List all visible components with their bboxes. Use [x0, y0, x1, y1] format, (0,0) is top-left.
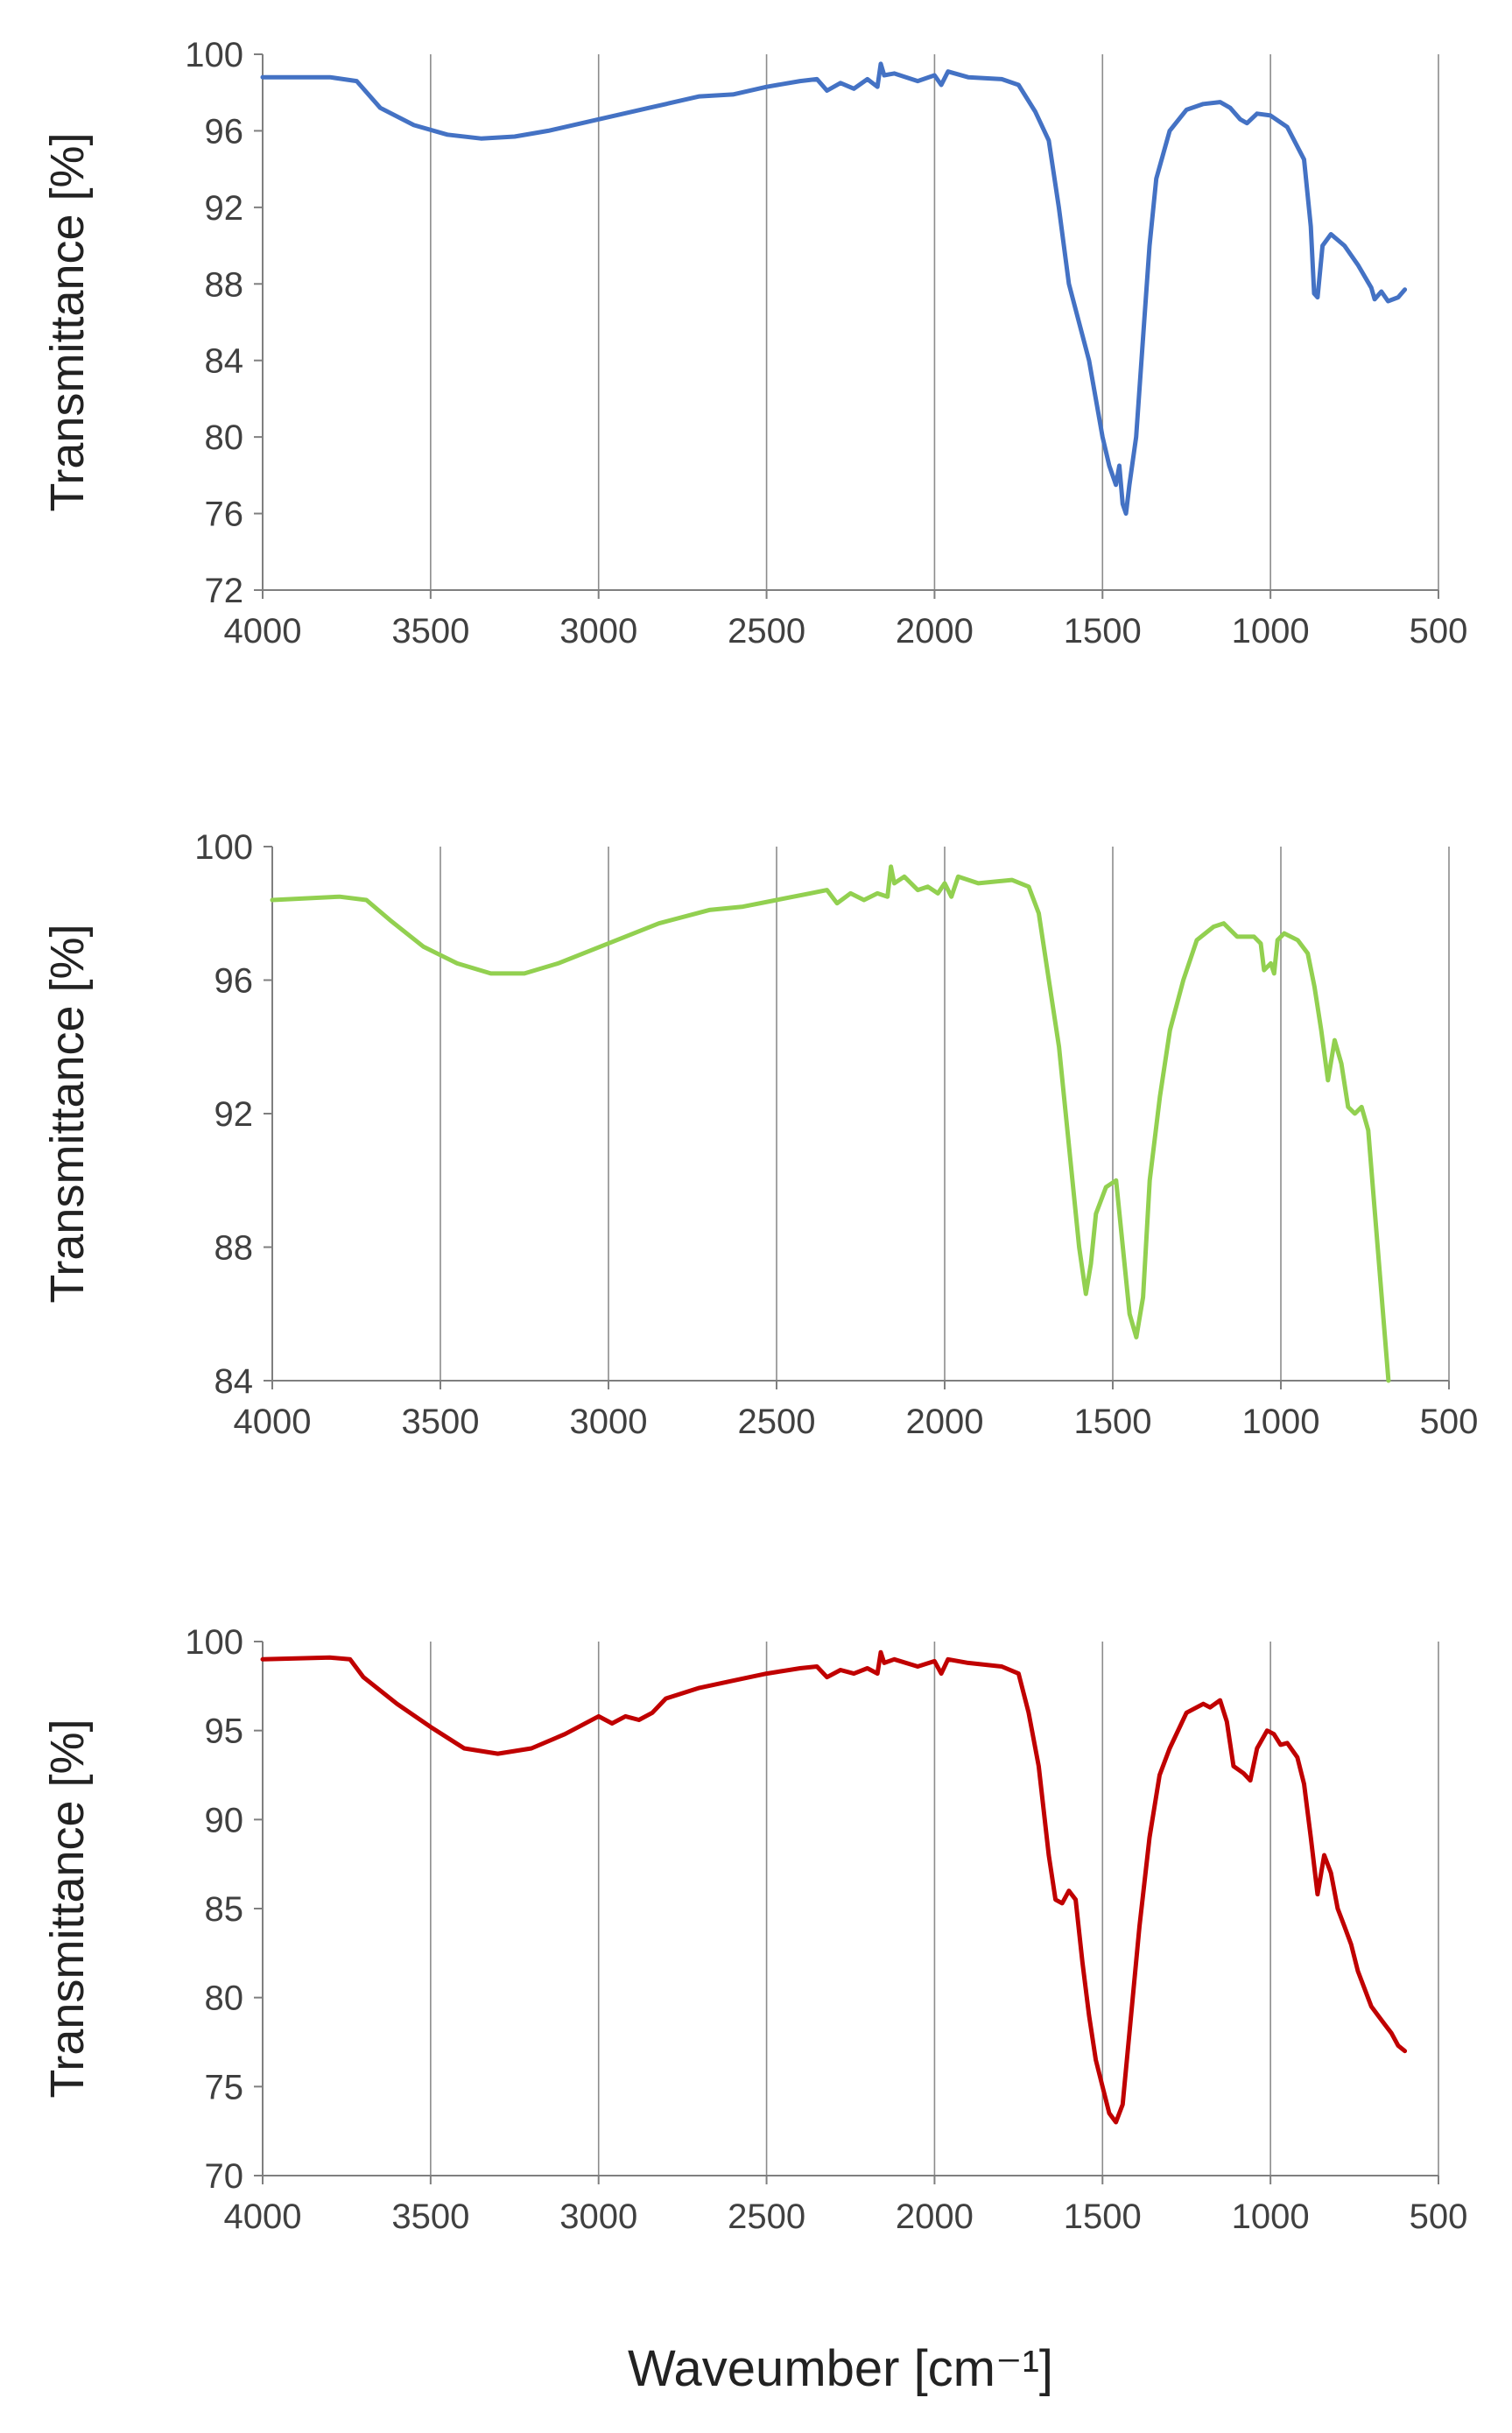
x-tick-label: 1500: [1064, 612, 1142, 650]
x-tick-label: 3000: [570, 1403, 648, 1441]
y-tick-label: 96: [205, 112, 244, 151]
y-tick-label: 88: [214, 1229, 254, 1268]
y-tick-label: 85: [205, 1890, 244, 1929]
y-tick-label: 76: [205, 496, 244, 534]
y-tick-label: 84: [214, 1362, 254, 1401]
x-tick-label: 2500: [738, 1403, 816, 1441]
x-tick-label: 3500: [402, 1403, 480, 1441]
x-tick-label: 3000: [559, 612, 637, 650]
x-tick-label: 4000: [234, 1403, 312, 1441]
spectrum-panel-1: 72 76 80 84 88 92 96 100 4000 3500 3000 2500 2000 150…: [41, 36, 1467, 650]
x-tick-label: 4000: [224, 2197, 302, 2236]
x-tick-label: 1500: [1074, 1403, 1152, 1441]
y-tick-label: 92: [205, 189, 244, 228]
spectrum-panel-2: 84 88 92 96 100 4000 3500 3000 2500 2000 1500 1000 5…: [41, 828, 1478, 1441]
y-tick-label: 95: [205, 1712, 244, 1751]
x-axis-title: Waveumber [cm⁻¹]: [628, 2340, 1053, 2397]
x-tick-label: 2500: [728, 2197, 805, 2236]
x-tick-label: 1000: [1232, 2197, 1310, 2236]
y-tick-label: 100: [185, 36, 243, 74]
y-tick-label: 100: [185, 1623, 243, 1662]
series-line-3: [260, 1649, 1408, 2125]
y-tick-label: 72: [205, 572, 244, 610]
y-tick-label: 84: [205, 342, 244, 381]
x-tick-label: 1500: [1064, 2197, 1142, 2236]
x-tick-label: 3000: [559, 2197, 637, 2236]
y-axis-title: Transmittance [%]: [41, 924, 94, 1303]
series-line-2: [270, 864, 1391, 1383]
y-axis-title: Transmittance [%]: [41, 1719, 94, 2098]
spectrum-panel-3: 70 75 80 85 90 95 100 4000 3500 3000 2500 2000 1500 1…: [41, 1623, 1467, 2236]
x-tick-label: 500: [1410, 612, 1468, 650]
y-tick-label: 75: [205, 2068, 244, 2106]
y-tick-label: 80: [205, 1979, 244, 2018]
x-tick-label: 500: [1410, 2197, 1468, 2236]
x-tick-label: 2000: [896, 612, 974, 650]
y-tick-label: 90: [205, 1801, 244, 1839]
x-tick-label: 4000: [224, 612, 302, 650]
y-tick-label: 88: [205, 265, 244, 304]
y-tick-label: 70: [205, 2157, 244, 2196]
y-tick-label: 92: [214, 1095, 254, 1134]
y-tick-label: 96: [214, 962, 254, 1001]
x-tick-label: 3500: [391, 612, 469, 650]
x-tick-label: 2000: [906, 1403, 984, 1441]
x-tick-label: 500: [1420, 1403, 1479, 1441]
y-tick-label: 80: [205, 418, 244, 457]
y-tick-label: 100: [194, 828, 253, 867]
x-tick-label: 2500: [728, 612, 805, 650]
x-tick-label: 1000: [1232, 612, 1310, 650]
y-axis-title: Transmittance [%]: [41, 132, 94, 511]
x-tick-label: 1000: [1242, 1403, 1320, 1441]
x-tick-label: 3500: [391, 2197, 469, 2236]
series-line-1: [260, 61, 1408, 517]
x-tick-label: 2000: [896, 2197, 974, 2236]
